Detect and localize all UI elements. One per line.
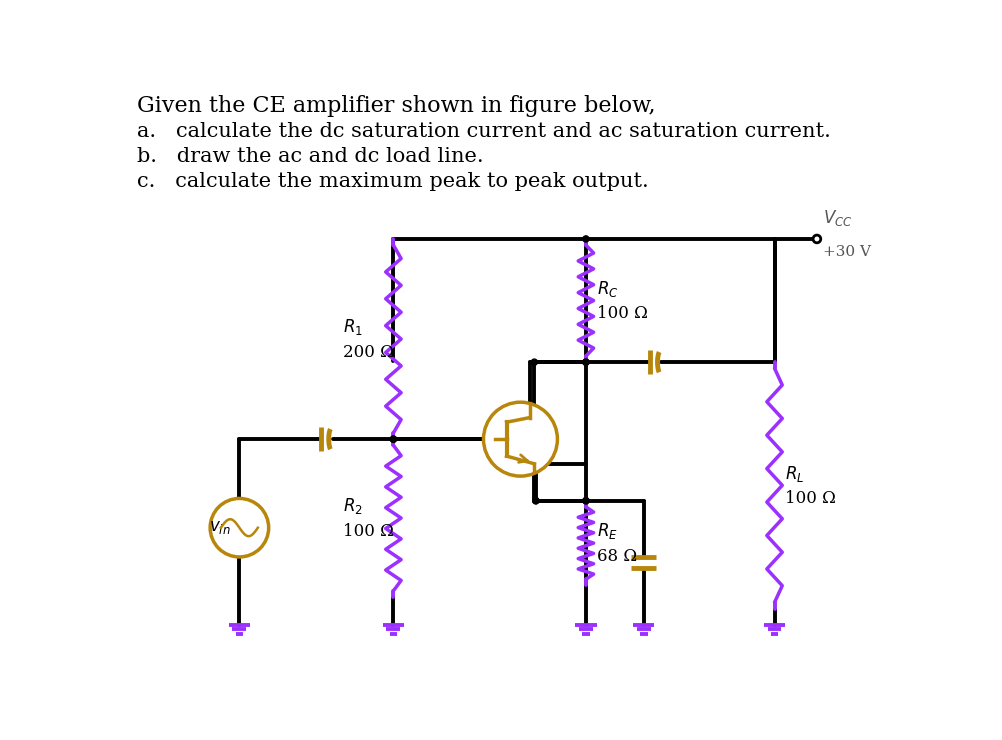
Circle shape — [813, 235, 821, 243]
Circle shape — [583, 359, 589, 366]
Circle shape — [531, 359, 537, 366]
Text: c.   calculate the maximum peak to peak output.: c. calculate the maximum peak to peak ou… — [137, 172, 648, 191]
Circle shape — [583, 498, 589, 504]
Text: Given the CE amplifier shown in figure below,: Given the CE amplifier shown in figure b… — [137, 95, 655, 117]
Text: $R_E$
68 Ω: $R_E$ 68 Ω — [596, 522, 637, 565]
Circle shape — [583, 359, 589, 366]
Text: $R_1$
200 Ω: $R_1$ 200 Ω — [344, 317, 394, 361]
Circle shape — [210, 499, 269, 557]
Text: $R_L$
100 Ω: $R_L$ 100 Ω — [786, 463, 837, 507]
Circle shape — [583, 236, 589, 242]
Text: a.   calculate the dc saturation current and ac saturation current.: a. calculate the dc saturation current a… — [137, 122, 831, 141]
Text: $V_{CC}$: $V_{CC}$ — [823, 208, 853, 228]
Circle shape — [583, 498, 589, 504]
Circle shape — [484, 402, 557, 476]
Circle shape — [391, 436, 397, 443]
Circle shape — [533, 498, 539, 504]
Circle shape — [391, 436, 397, 443]
Text: $R_2$
100 Ω: $R_2$ 100 Ω — [344, 497, 394, 539]
Text: $v_{in}$: $v_{in}$ — [208, 519, 230, 536]
Text: +30 V: +30 V — [823, 245, 871, 259]
Circle shape — [533, 498, 539, 504]
Text: b.   draw the ac and dc load line.: b. draw the ac and dc load line. — [137, 147, 484, 166]
Text: $R_C$
100 Ω: $R_C$ 100 Ω — [596, 279, 647, 323]
